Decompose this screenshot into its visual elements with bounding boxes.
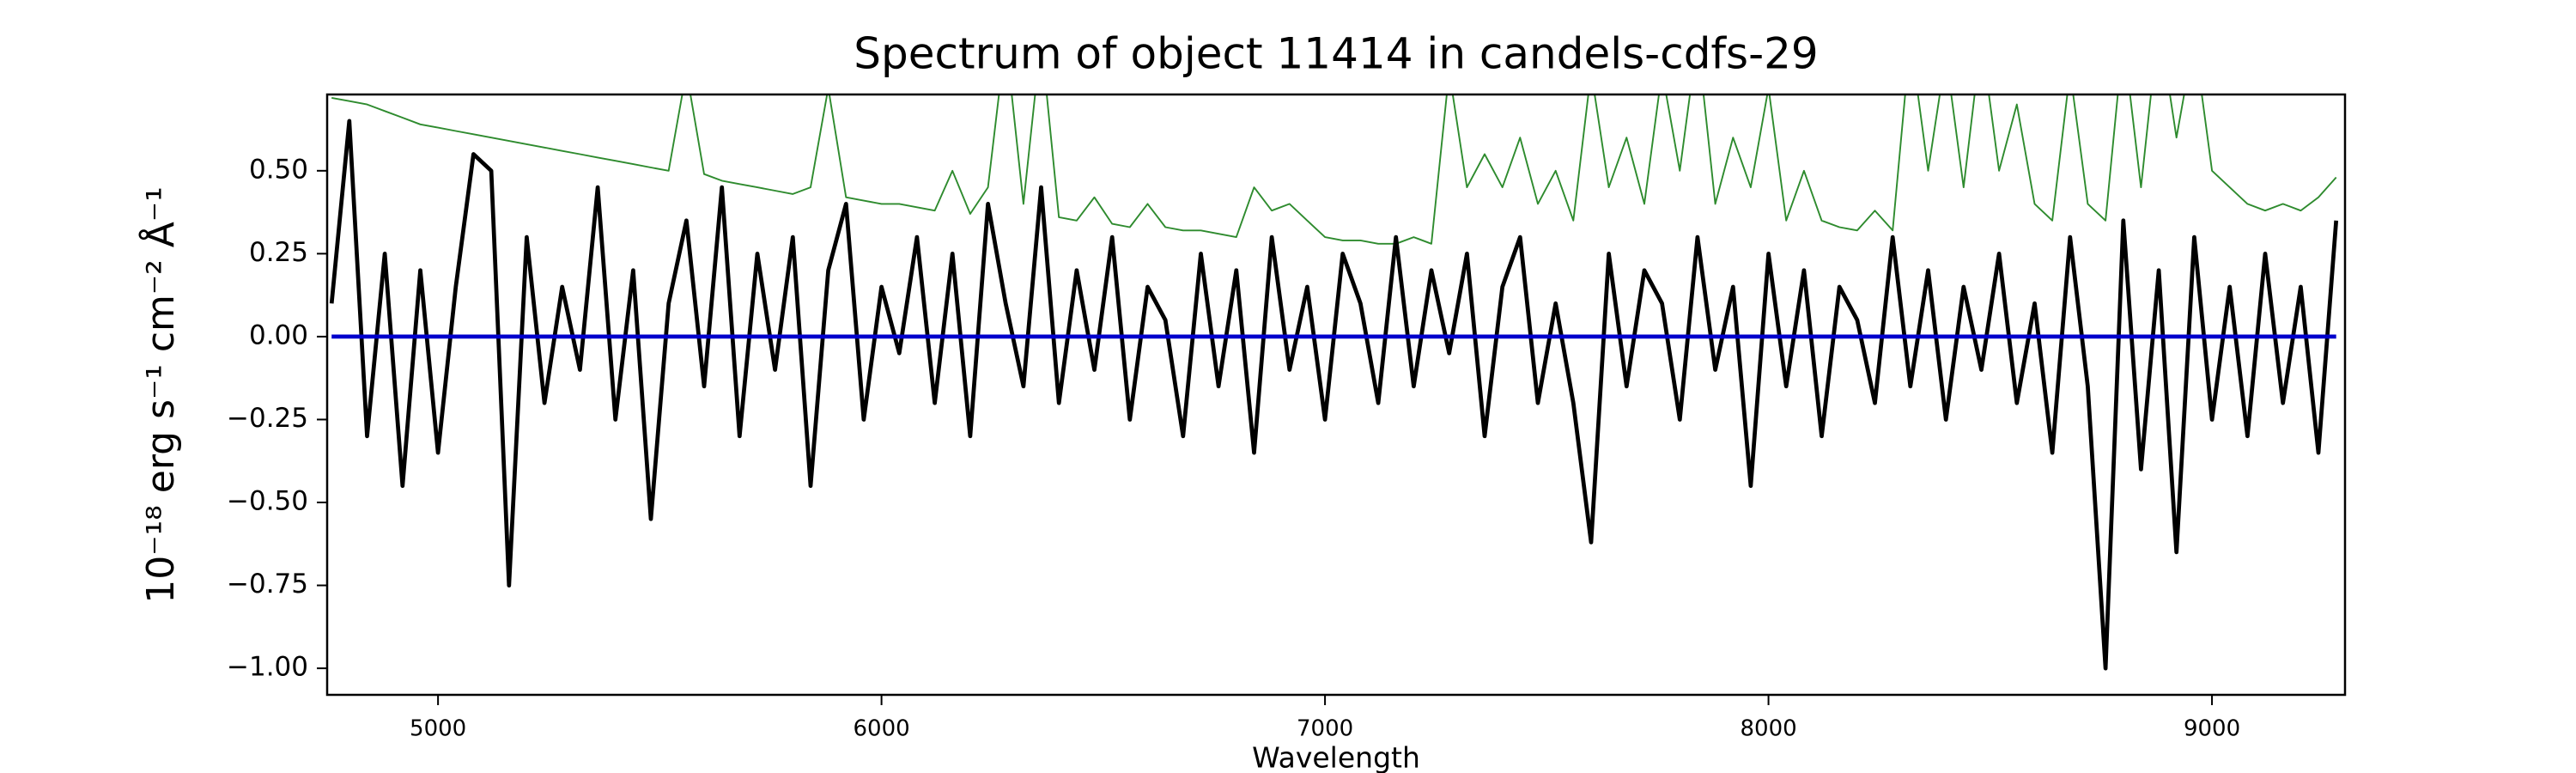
- y-tick-label: −0.25: [227, 403, 308, 434]
- series-line: [331, 94, 2337, 245]
- y-tick-label: −0.75: [227, 569, 308, 600]
- y-tick-label: −1.00: [227, 652, 308, 683]
- chart-title: Spectrum of object 11414 in candels-cdfs…: [854, 29, 1819, 79]
- y-tick-label: 0.50: [249, 154, 308, 185]
- x-tick-label: 9000: [2184, 716, 2240, 742]
- y-tick-label: 0.00: [249, 320, 308, 350]
- x-tick-label: 8000: [1740, 716, 1796, 742]
- x-tick-label: 5000: [410, 716, 466, 742]
- y-axis-label: 10⁻¹⁸ erg s⁻¹ cm⁻² Å⁻¹: [137, 186, 183, 603]
- x-tick-label: 7000: [1297, 716, 1353, 742]
- y-tick-label: −0.50: [227, 486, 308, 517]
- plot-area: [329, 94, 2339, 671]
- axes-frame: [325, 93, 2347, 697]
- x-tick-label: 6000: [854, 716, 910, 742]
- y-tick-label: 0.25: [249, 237, 308, 268]
- x-axis-label: Wavelength: [1252, 741, 1420, 773]
